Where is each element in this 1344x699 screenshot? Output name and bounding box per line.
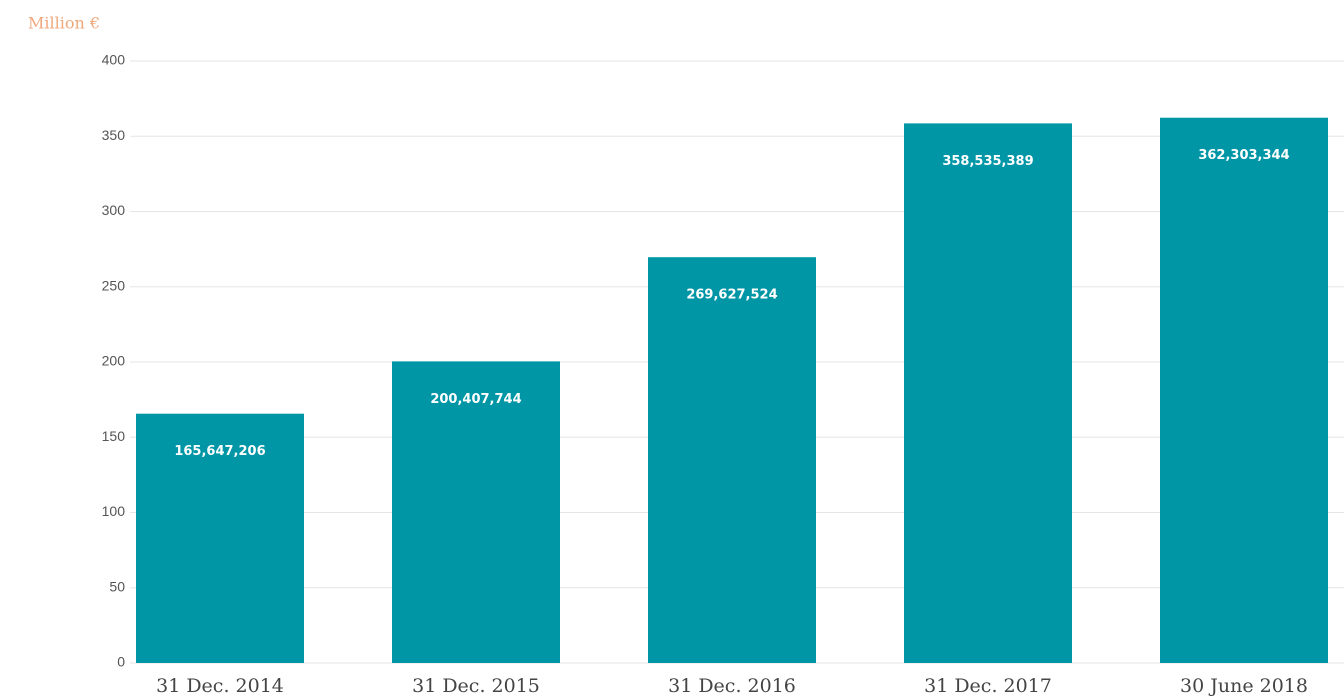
data-label: 269,627,524 xyxy=(686,288,777,303)
bar xyxy=(904,123,1072,663)
data-label: 200,407,744 xyxy=(430,392,521,407)
x-tick-label: 31 Dec. 2015 xyxy=(412,675,540,697)
y-tick-label: 350 xyxy=(102,127,126,143)
y-tick-label: 250 xyxy=(102,277,126,293)
bar xyxy=(1160,117,1328,664)
bar xyxy=(648,257,816,663)
bar xyxy=(392,361,560,663)
chart-title: Million € xyxy=(28,14,100,33)
data-label: 165,647,206 xyxy=(174,444,265,459)
y-tick-label: 200 xyxy=(102,353,126,369)
x-tick-label: 31 Dec. 2014 xyxy=(156,675,284,697)
x-tick-label: 31 Dec. 2017 xyxy=(924,675,1052,697)
y-tick-label: 150 xyxy=(102,428,126,444)
x-tick-label: 31 Dec. 2016 xyxy=(668,675,796,697)
data-label: 362,303,344 xyxy=(1198,148,1289,163)
bar xyxy=(136,413,304,663)
y-tick-label: 100 xyxy=(102,503,126,519)
x-tick-label: 30 June 2018 xyxy=(1180,675,1308,697)
data-label: 358,535,389 xyxy=(942,154,1033,169)
y-tick-label: 0 xyxy=(117,654,125,670)
y-tick-label: 400 xyxy=(102,52,126,68)
y-tick-label: 300 xyxy=(102,202,126,218)
y-tick-label: 50 xyxy=(109,578,125,594)
